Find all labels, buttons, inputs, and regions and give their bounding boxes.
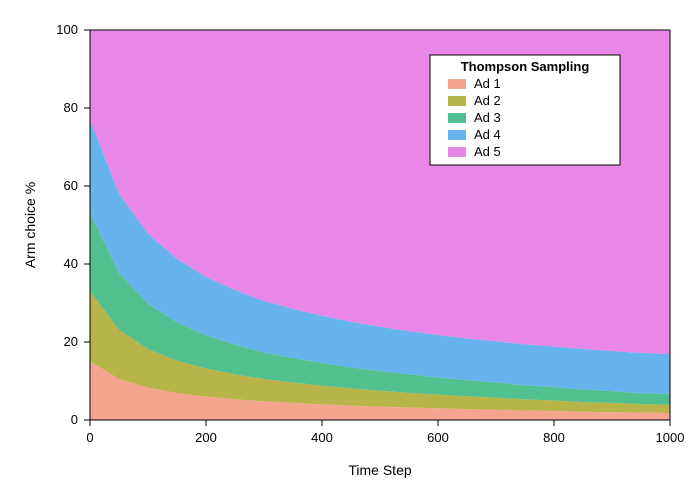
stacked-area-chart: 0 200 400 600 800 1000 0 20 40 60 80 100 Time Step Ar… (0, 0, 700, 500)
chart-container: 0 200 400 600 800 1000 0 20 40 60 80 100 Time Step Ar… (0, 0, 700, 500)
legend-swatch (448, 96, 466, 106)
x-tick-label: 800 (543, 430, 565, 445)
legend-item-label: Ad 1 (474, 76, 501, 91)
y-tick-label: 80 (64, 100, 78, 115)
x-tick-label: 400 (311, 430, 333, 445)
legend-item-label: Ad 3 (474, 110, 501, 125)
legend-title: Thompson Sampling (461, 59, 590, 74)
y-tick-label: 20 (64, 334, 78, 349)
legend-swatch (448, 147, 466, 157)
y-axis-label: Arm choice % (22, 182, 38, 268)
legend-item-label: Ad 2 (474, 93, 501, 108)
legend-swatch (448, 130, 466, 140)
x-axis-label: Time Step (348, 462, 411, 478)
x-tick-label: 200 (195, 430, 217, 445)
y-tick-label: 100 (56, 22, 78, 37)
legend-swatch (448, 113, 466, 123)
x-tick-label: 600 (427, 430, 449, 445)
y-tick-label: 40 (64, 256, 78, 271)
x-tick-label: 1000 (656, 430, 685, 445)
x-tick-label: 0 (86, 430, 93, 445)
y-tick-label: 60 (64, 178, 78, 193)
legend-item-label: Ad 5 (474, 144, 501, 159)
legend-item-label: Ad 4 (474, 127, 501, 142)
legend-swatch (448, 79, 466, 89)
y-tick-label: 0 (71, 412, 78, 427)
